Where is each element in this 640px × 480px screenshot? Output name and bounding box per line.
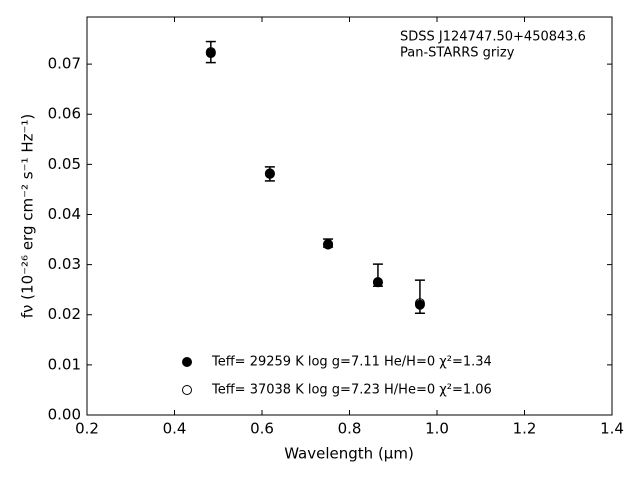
y-tick-label: 0.01 bbox=[48, 355, 81, 373]
y-tick-label: 0.00 bbox=[48, 406, 81, 424]
x-axis-label: Wavelength (μm) bbox=[284, 445, 414, 463]
annotation: SDSS J124747.50+450843.6 bbox=[400, 30, 586, 45]
legend-label: Teff= 29259 K log g=7.11 He/H=0 χ²=1.34 bbox=[211, 355, 492, 370]
legend-marker bbox=[182, 357, 192, 367]
data-point bbox=[323, 239, 334, 250]
y-tick-label: 0.05 bbox=[48, 155, 81, 173]
x-tick-label: 0.2 bbox=[75, 420, 99, 438]
x-tick-label: 1.4 bbox=[600, 420, 624, 438]
data-point bbox=[372, 277, 383, 288]
x-tick-label: 1.2 bbox=[513, 420, 537, 438]
data-point bbox=[205, 47, 216, 58]
legend-marker bbox=[182, 385, 192, 395]
y-tick-label: 0.04 bbox=[48, 205, 81, 223]
data-point bbox=[414, 298, 425, 309]
y-tick-label: 0.06 bbox=[48, 105, 81, 123]
x-tick-label: 1.0 bbox=[425, 420, 449, 438]
y-axis-label: fν (10⁻²⁶ erg cm⁻² s⁻¹ Hz⁻¹) bbox=[19, 114, 37, 319]
annotation: Pan-STARRS grizy bbox=[400, 46, 515, 61]
x-tick-label: 0.8 bbox=[338, 420, 362, 438]
x-tick-label: 0.6 bbox=[250, 420, 274, 438]
x-tick-label: 0.4 bbox=[163, 420, 187, 438]
data-point bbox=[264, 168, 275, 179]
y-tick-label: 0.02 bbox=[48, 305, 81, 323]
y-tick-label: 0.07 bbox=[48, 55, 81, 73]
legend-label: Teff= 37038 K log g=7.23 H/He=0 χ²=1.06 bbox=[211, 383, 492, 398]
y-tick-label: 0.03 bbox=[48, 255, 81, 273]
